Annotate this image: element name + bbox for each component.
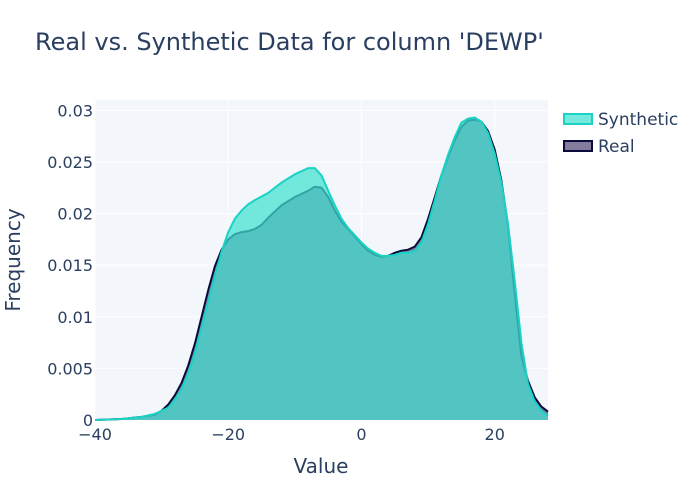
- legend-label-real: Real: [598, 137, 635, 157]
- x-axis-ticks: −40 −20 0 20: [78, 425, 505, 444]
- legend-label-synthetic: Synthetic: [598, 110, 678, 130]
- y-tick-label: 0.03: [57, 101, 93, 120]
- y-axis-title: Frequency: [1, 208, 25, 311]
- synthetic-density-line: [94, 116, 549, 421]
- y-tick-label: 0.01: [57, 308, 93, 327]
- legend-swatch-real: [563, 140, 593, 152]
- y-tick-label: 0.025: [47, 153, 93, 172]
- x-tick-label: −20: [211, 425, 245, 444]
- y-axis-ticks: 0 0.005 0.01 0.015 0.02 0.025 0.03: [47, 101, 93, 430]
- y-tick-label: 0.005: [47, 359, 93, 378]
- legend-swatch-synthetic: [563, 113, 593, 125]
- synthetic-density-area: [95, 117, 548, 420]
- x-tick-label: −40: [78, 425, 112, 444]
- x-tick-label: 20: [485, 425, 505, 444]
- x-axis-title: Value: [294, 454, 349, 478]
- legend: Synthetic Real: [563, 110, 678, 157]
- y-tick-label: 0.015: [47, 256, 93, 275]
- series-areas: [94, 116, 549, 421]
- chart-title: Real vs. Synthetic Data for column 'DEWP…: [35, 28, 544, 56]
- x-tick-label: 0: [356, 425, 366, 444]
- y-tick-label: 0.02: [57, 205, 93, 224]
- y-tick-label: 0: [83, 411, 93, 430]
